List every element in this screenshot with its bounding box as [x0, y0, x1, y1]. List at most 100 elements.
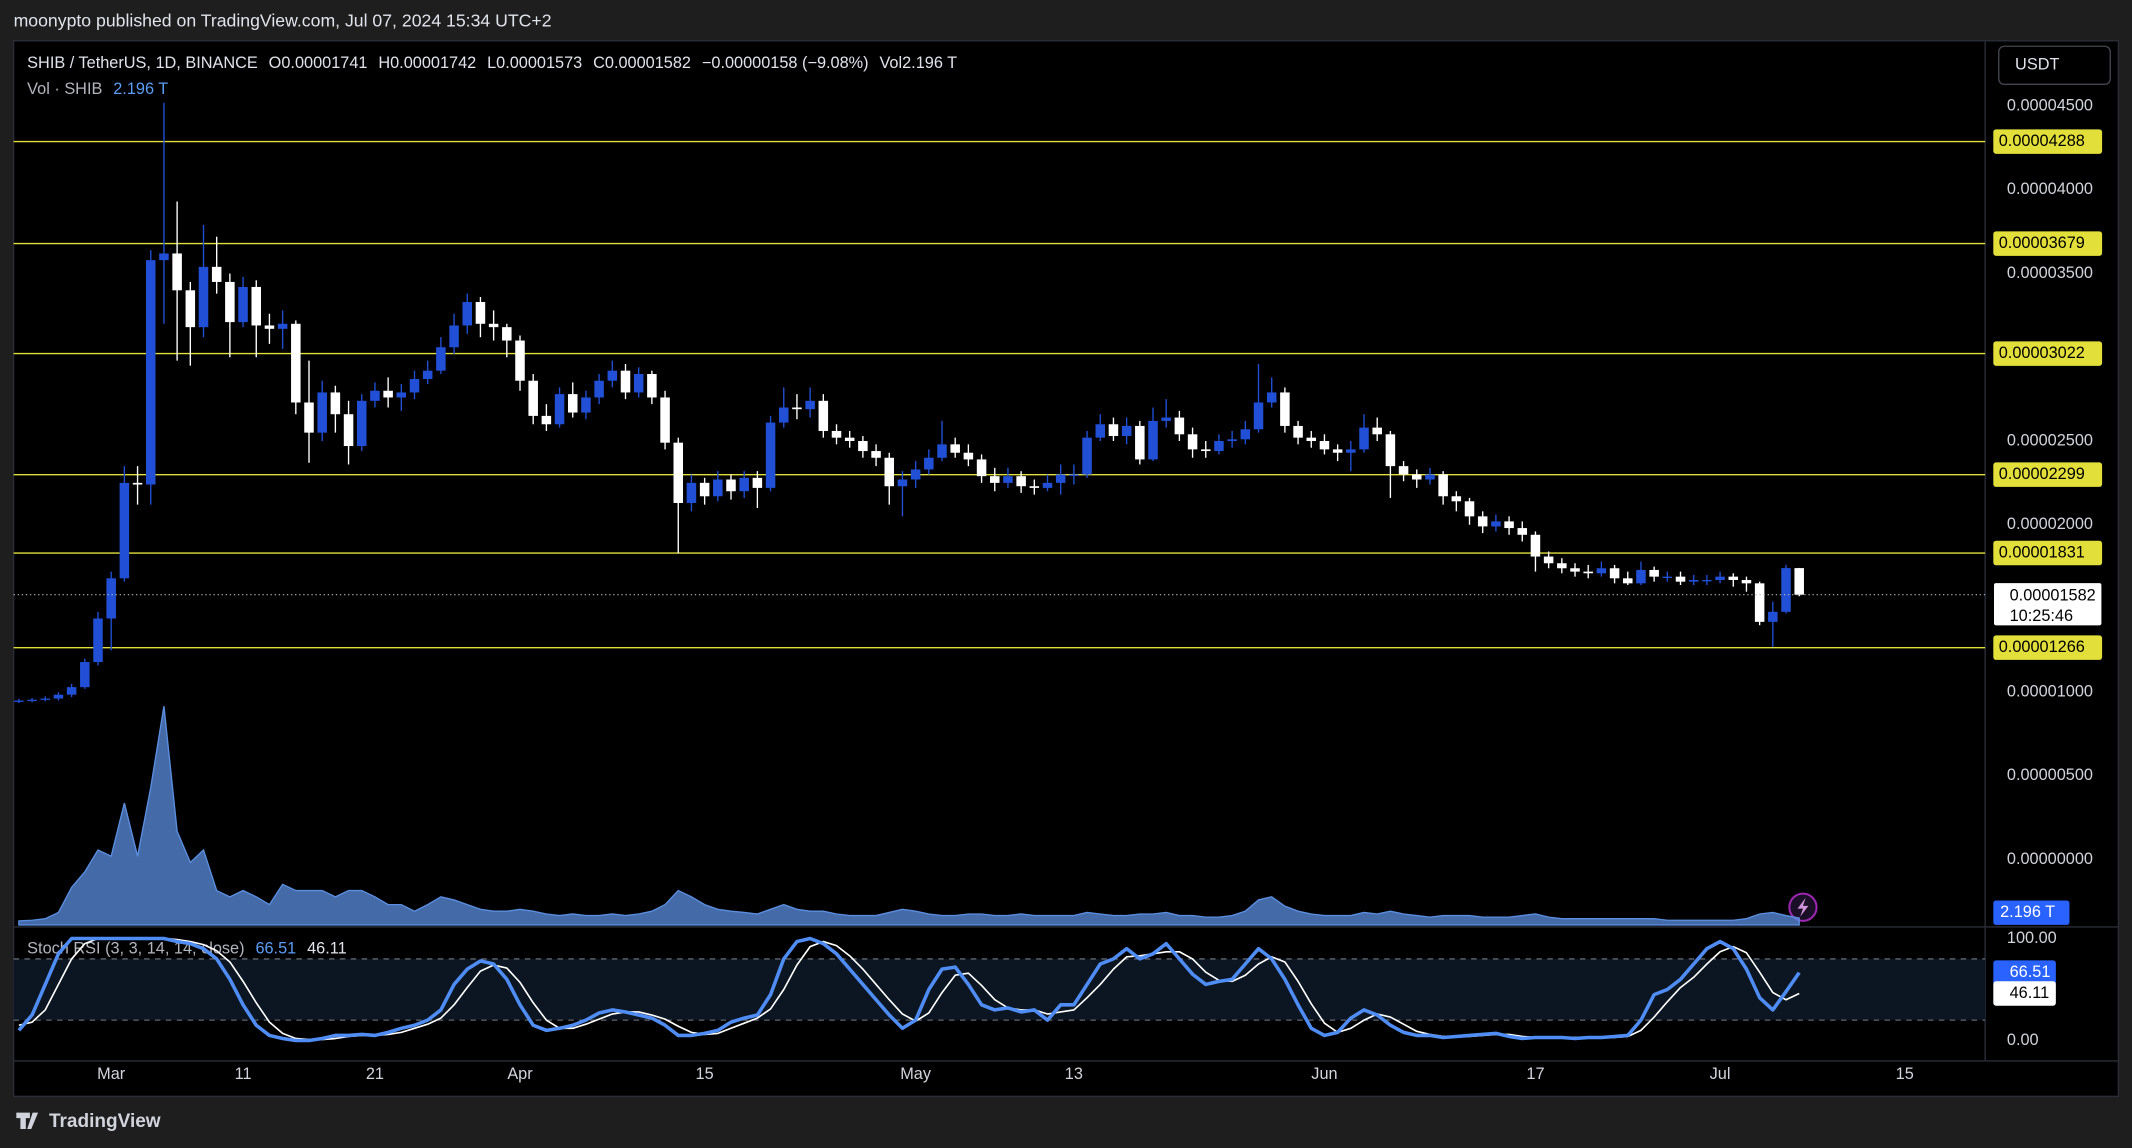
level-label: 0.00003022	[1999, 344, 2085, 362]
y-tick-label: 0.00004500	[2007, 96, 2093, 114]
candle-body	[27, 699, 37, 702]
candle-body	[1477, 516, 1488, 527]
countdown: 10:25:46	[2010, 607, 2073, 625]
currency-button[interactable]	[1998, 45, 2111, 86]
symbol: SHIB / TetherUS, 1D, BINANCE	[27, 54, 258, 72]
candle-body	[620, 370, 631, 393]
x-tick-label: 15	[696, 1065, 714, 1083]
candle-body	[304, 402, 314, 433]
candle-body	[14, 700, 24, 702]
volume-last: 2.196 T	[113, 80, 168, 98]
candle-body	[752, 477, 763, 488]
candle-body	[383, 390, 393, 398]
candle-body	[1543, 556, 1554, 564]
candle-body	[950, 444, 960, 453]
candle-body	[1240, 429, 1251, 440]
candle-body	[1412, 474, 1422, 480]
candle-body	[1623, 578, 1633, 584]
currency-label[interactable]: USDT	[2015, 56, 2059, 74]
y-tick-label: 0.00000500	[2007, 766, 2093, 784]
candle-body	[805, 400, 815, 410]
candle-body	[1187, 434, 1198, 450]
candle-body	[317, 392, 327, 433]
legend-key: H	[378, 54, 390, 72]
candle-body	[1688, 579, 1699, 582]
candle-body	[1504, 521, 1514, 529]
x-tick-label: 15	[1896, 1065, 1914, 1083]
candle-body	[818, 400, 829, 431]
candle-body	[238, 286, 248, 323]
candle-body	[515, 340, 525, 381]
candle-body	[66, 687, 77, 695]
level-badge	[1993, 231, 2103, 256]
candle-body	[1293, 425, 1303, 438]
candle-body	[1649, 569, 1659, 577]
candle-body	[1201, 449, 1211, 452]
candle-body	[40, 698, 51, 700]
stoch-tick-label: 0.00	[2007, 1031, 2039, 1049]
candle-body	[1372, 427, 1382, 435]
candle-body	[277, 323, 288, 329]
stoch-k-value: 66.51	[255, 940, 296, 958]
x-tick-label: 11	[235, 1065, 252, 1083]
candle-body	[567, 394, 578, 413]
candle-body	[607, 370, 618, 381]
x-tick-label: Jul	[1710, 1065, 1731, 1083]
candle-body	[1425, 474, 1435, 480]
candle-body	[554, 394, 565, 425]
candle-body	[145, 260, 156, 485]
candle-body	[739, 477, 749, 492]
candle-body	[976, 459, 987, 477]
level-label: 0.00001831	[1999, 543, 2085, 561]
candle-body	[858, 441, 868, 452]
candle-body	[1385, 434, 1396, 467]
level-label: 0.00002299	[1999, 465, 2085, 483]
stoch-badge-label: 66.51	[2010, 963, 2051, 981]
legend-key: O	[269, 54, 282, 72]
x-tick-label: 21	[366, 1065, 384, 1083]
candle-body	[422, 370, 433, 380]
candle-body	[647, 374, 657, 398]
candle-body	[713, 479, 723, 497]
level-badge	[1993, 635, 2103, 660]
candle-body	[1438, 474, 1448, 497]
legend: SHIB / TetherUS, 1D, BINANCE O0.00001741 H…	[27, 54, 957, 72]
candle-body	[726, 479, 736, 492]
candle-body	[699, 482, 710, 497]
level-badge	[1993, 540, 2103, 566]
candle-body	[1332, 449, 1343, 453]
stoch-badge	[1993, 960, 2056, 985]
candle-body	[594, 380, 604, 398]
candle-body	[1148, 420, 1158, 460]
candle-body	[1781, 568, 1791, 612]
candle-body	[291, 323, 301, 403]
candle-body	[660, 397, 670, 443]
x-tick-label: May	[900, 1065, 932, 1083]
volume-area	[18, 706, 1800, 926]
candle-body	[541, 415, 552, 425]
candle-body	[449, 325, 459, 348]
vol-value: 2.196 T	[902, 54, 957, 72]
last-price-label: 0.00001582	[2010, 586, 2096, 604]
candle-body	[159, 253, 169, 261]
brand-logo	[16, 1112, 39, 1129]
y-tick-label: 0.00002000	[2007, 515, 2093, 533]
candle-body	[1662, 576, 1673, 578]
candle-body	[1768, 611, 1778, 622]
candle-body	[1741, 579, 1752, 584]
candle-body	[1055, 474, 1066, 483]
candle-body	[1583, 571, 1593, 574]
candle-body	[924, 457, 934, 470]
candle-body	[1517, 528, 1528, 535]
candle-body	[1675, 576, 1686, 582]
legend-key: C	[593, 54, 605, 72]
candle-body	[1042, 482, 1053, 488]
candle-body	[502, 327, 512, 341]
candle-body	[581, 397, 591, 413]
x-tick-label: 13	[1065, 1065, 1083, 1083]
legend-value: 0.00001742	[390, 54, 476, 72]
candle-body	[396, 392, 407, 398]
candle-body	[475, 302, 486, 324]
candle-body	[225, 281, 235, 323]
level-badge	[1993, 462, 2103, 487]
